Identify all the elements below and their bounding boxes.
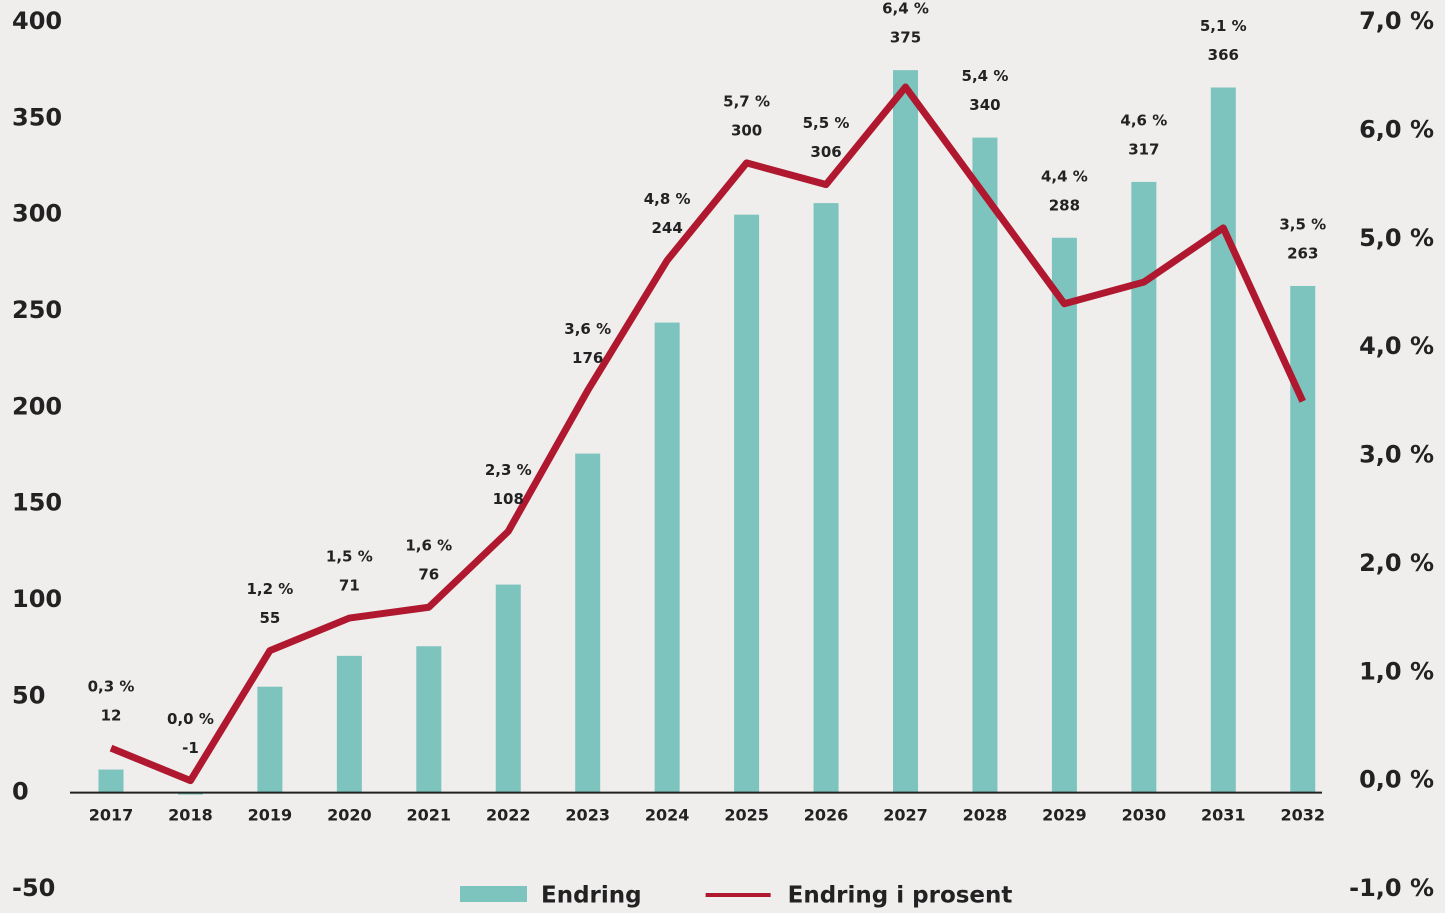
bar <box>257 686 283 793</box>
line-value-label: 0,0 % <box>167 710 214 728</box>
bar-value-label: 12 <box>101 707 122 725</box>
bar <box>1290 285 1316 793</box>
x-tick-label: 2031 <box>1201 806 1246 825</box>
y2-tick-label: 7,0 % <box>1359 7 1434 35</box>
line-value-label: 1,2 % <box>246 580 293 598</box>
legend-swatch <box>460 886 527 902</box>
y2-tick-label: 6,0 % <box>1359 115 1434 143</box>
y-tick-label: 250 <box>12 296 62 324</box>
bar <box>1210 87 1236 793</box>
line-value-label: 4,8 % <box>644 190 691 208</box>
bar-value-label: 108 <box>493 490 524 508</box>
x-tick-label: 2029 <box>1042 806 1087 825</box>
y-tick-label: 100 <box>12 585 62 613</box>
y-tick-label: -50 <box>12 874 55 902</box>
line-value-label: 2,3 % <box>485 461 532 479</box>
line-value-label: 3,6 % <box>564 320 611 338</box>
bar-value-label: 263 <box>1287 244 1318 262</box>
line-value-label: 5,5 % <box>803 114 850 132</box>
bar <box>734 214 760 793</box>
x-tick-label: 2022 <box>486 806 531 825</box>
y-tick-label: 0 <box>12 778 29 806</box>
bar-value-label: 55 <box>259 609 280 627</box>
line-value-label: 0,3 % <box>88 678 135 696</box>
bar <box>972 137 998 793</box>
y-tick-label: 150 <box>12 489 62 517</box>
x-tick-label: 2019 <box>248 806 293 825</box>
bar-value-label: 306 <box>810 143 841 161</box>
y2-tick-label: 4,0 % <box>1359 332 1434 360</box>
x-tick-label: 2032 <box>1280 806 1325 825</box>
legend-label: Endring i prosent <box>788 883 1013 909</box>
bar <box>654 322 680 793</box>
bar-value-label: 76 <box>418 566 439 584</box>
x-tick-label: 2026 <box>804 806 849 825</box>
bar <box>893 70 918 793</box>
line-value-label: 5,1 % <box>1200 17 1247 35</box>
y-tick-label: 300 <box>12 200 62 228</box>
x-tick-label: 2017 <box>89 806 134 825</box>
bar <box>1051 237 1077 793</box>
line-value-label: 1,6 % <box>405 537 452 555</box>
line-value-label: 4,6 % <box>1120 111 1167 129</box>
bar <box>495 584 521 793</box>
y2-tick-label: -1,0 % <box>1349 874 1434 902</box>
y2-tick-label: 0,0 % <box>1359 766 1434 794</box>
y-tick-label: 350 <box>12 103 62 131</box>
y2-tick-label: 2,0 % <box>1359 549 1434 577</box>
bar-value-label: -1 <box>182 739 199 757</box>
x-tick-label: 2024 <box>645 806 690 825</box>
x-tick-label: 2020 <box>327 806 372 825</box>
bar <box>575 453 601 793</box>
bar <box>336 655 362 793</box>
legend-label: Endring <box>541 883 642 909</box>
bar-value-label: 366 <box>1208 46 1239 64</box>
bar-value-label: 317 <box>1128 140 1159 158</box>
line-value-label: 3,5 % <box>1279 215 1326 233</box>
x-tick-label: 2027 <box>883 806 928 825</box>
bar <box>416 646 442 793</box>
bar-value-label: 176 <box>572 349 603 367</box>
line <box>109 83 1306 785</box>
bar <box>98 769 124 793</box>
line-value-label: 5,4 % <box>962 67 1009 85</box>
line-value-label: 4,4 % <box>1041 167 1088 185</box>
y2-tick-label: 3,0 % <box>1359 441 1434 469</box>
line-value-label: 6,4 % <box>882 0 929 18</box>
y-tick-label: 400 <box>12 7 62 35</box>
x-tick-label: 2018 <box>168 806 213 825</box>
y2-tick-label: 5,0 % <box>1359 224 1434 252</box>
x-tick-label: 2028 <box>963 806 1008 825</box>
bar-value-label: 288 <box>1049 196 1080 214</box>
x-tick-label: 2023 <box>565 806 610 825</box>
line-value-label: 1,5 % <box>326 548 373 566</box>
bar-value-label: 340 <box>969 96 1000 114</box>
bar-value-label: 71 <box>339 577 360 595</box>
x-tick-label: 2030 <box>1122 806 1167 825</box>
bar-value-label: 300 <box>731 121 762 139</box>
bar-value-label: 375 <box>890 29 921 47</box>
line-value-label: 5,7 % <box>723 92 770 110</box>
y-tick-label: 200 <box>12 392 62 420</box>
bar-value-label: 244 <box>651 219 682 237</box>
x-tick-label: 2025 <box>724 806 769 825</box>
y-tick-label: 50 <box>12 681 45 709</box>
bar <box>813 203 839 793</box>
x-tick-label: 2021 <box>407 806 452 825</box>
y2-tick-label: 1,0 % <box>1359 657 1434 685</box>
